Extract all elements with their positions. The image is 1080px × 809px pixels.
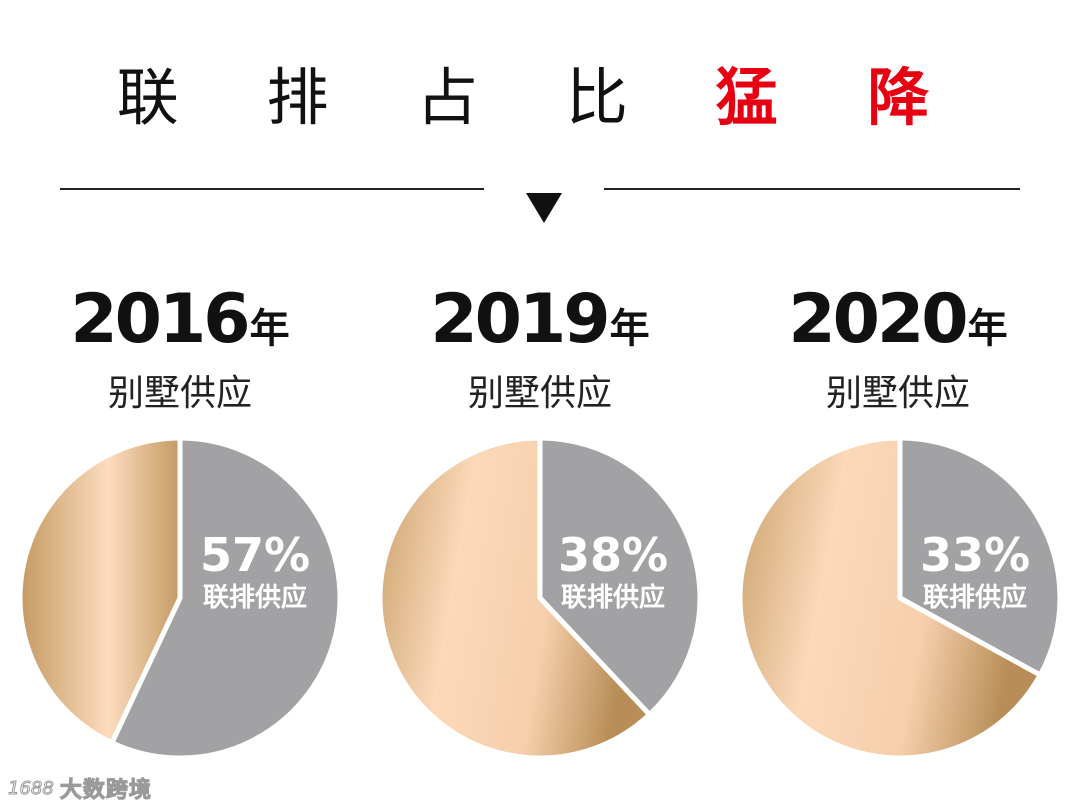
chart-subtitle: 别墅供应 [107,373,252,414]
slice-label-2020: 33% 联排供应 [900,528,1050,614]
watermark-logo: 1688 [8,777,55,799]
year-unit: 年 [249,306,290,352]
page-title: 联 排 占 比 猛 降 [0,58,1080,138]
slice-value-label: 38% [557,528,669,582]
year-number: 2020 [788,280,968,359]
year-unit: 年 [967,306,1008,352]
down-triangle-icon [526,193,562,223]
pie-slice-townhouse [897,435,1063,678]
pie-chart-2019 [377,435,703,761]
year-unit: 年 [609,306,650,352]
pie-chart-2020 [737,435,1063,761]
pie-slice-other [737,435,1043,761]
year-number: 2019 [430,280,610,359]
pie-chart-2016 [17,435,343,761]
watermark: 1688 大数跨境 [8,772,152,804]
slice-label-2016: 57% 联排供应 [180,528,330,614]
slice-label-2019: 38% 联排供应 [538,528,688,614]
chart-header-2019: 2019年 别墅供应 [360,282,720,417]
pie-slice-townhouse [109,435,343,761]
pie-slice-townhouse [537,435,703,718]
chart-subtitle: 别墅供应 [467,373,612,414]
year-number: 2016 [70,280,250,359]
chart-subtitle: 别墅供应 [825,373,970,414]
year-line: 2016年 [0,282,360,375]
year-line: 2019年 [360,282,720,375]
title-prefix: 联 排 占 比 [116,61,662,134]
slice-category-label: 联排供应 [560,583,665,613]
pie-slice-other [377,435,653,761]
watermark-brand: 大数跨境 [59,778,152,804]
slice-category-label: 联排供应 [922,583,1027,613]
chart-header-2016: 2016年 别墅供应 [0,282,360,417]
slice-value-label: 57% [199,528,311,582]
year-line: 2020年 [718,282,1078,375]
divider-left [60,188,484,190]
slice-value-label: 33% [919,528,1031,582]
divider-right [604,188,1020,190]
pie-slice-other [17,435,183,746]
chart-header-2020: 2020年 别墅供应 [718,282,1078,417]
slice-category-label: 联排供应 [202,583,307,613]
title-accent: 猛 降 [715,61,964,134]
